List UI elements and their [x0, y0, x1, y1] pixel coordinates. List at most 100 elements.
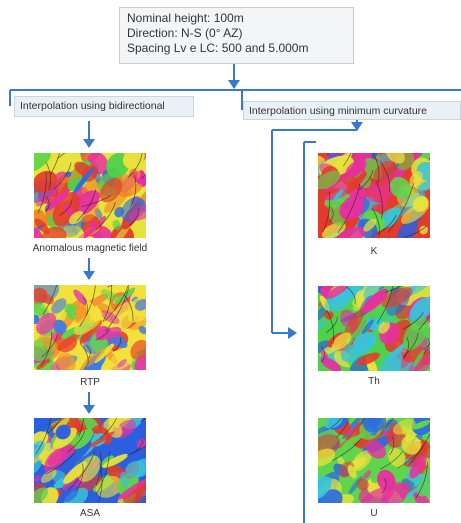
map-blob [363, 218, 377, 232]
map-lineament [75, 463, 84, 492]
map-blob [318, 205, 330, 215]
map-blob [42, 418, 54, 438]
map-lineament [357, 170, 374, 191]
map-lineament [105, 287, 130, 332]
map-blob [114, 418, 133, 429]
map-blob [53, 319, 67, 334]
map-blob [351, 450, 372, 472]
map-blob [34, 459, 43, 475]
map-blob [331, 332, 352, 351]
map-blob [68, 211, 84, 225]
map-blob [117, 359, 127, 368]
map-blob [99, 177, 123, 203]
map-lineament [381, 478, 387, 494]
map-blob [357, 478, 369, 491]
map-blob [86, 346, 107, 367]
map-lineament [377, 214, 397, 235]
map-lineament [336, 418, 350, 438]
map-blob [41, 226, 67, 238]
map-blob [73, 311, 103, 336]
map-blob [34, 227, 44, 238]
map-blob [383, 358, 402, 371]
map-blob [330, 153, 353, 174]
k-map [318, 153, 430, 238]
map-lineament [78, 418, 85, 437]
map-blob [325, 286, 349, 299]
map-lineament [40, 331, 52, 366]
map-blob [378, 320, 390, 334]
map-lineament [424, 343, 430, 350]
map-blob [340, 344, 361, 363]
map-blob [408, 356, 430, 371]
map-blob [34, 287, 48, 305]
map-raster [318, 153, 430, 238]
map-blob [409, 171, 423, 188]
map-lineament [329, 206, 334, 223]
map-lineament [397, 446, 423, 469]
map-lineament [95, 450, 110, 495]
map-blob [112, 219, 122, 231]
map-blob [72, 224, 100, 238]
map-lineament [408, 432, 430, 466]
map-lineament [79, 285, 96, 327]
map-blob [34, 487, 49, 503]
map-blob [56, 332, 81, 351]
map-blob [320, 357, 342, 371]
map-blob [89, 431, 115, 448]
map-blob [45, 189, 70, 212]
direction-text: Direction: N-S (0° AZ) [127, 26, 243, 40]
map-blob [47, 444, 76, 466]
map-blob [102, 453, 129, 468]
map-lineament [41, 333, 58, 358]
th-caption: Th [368, 376, 380, 387]
map-raster [318, 286, 430, 371]
map-blob [34, 475, 41, 482]
map-lineament [360, 418, 365, 426]
map-lineament [79, 342, 89, 365]
map-blob [422, 465, 430, 478]
map-blob [363, 470, 372, 479]
map-blob [100, 289, 118, 302]
parameters-box: Nominal height: 100m Direction: N-S (0° … [119, 7, 354, 64]
map-lineament [50, 153, 61, 175]
map-blob [109, 341, 137, 370]
map-blob [119, 471, 130, 487]
map-lineament [375, 180, 383, 220]
map-lineament [37, 172, 47, 214]
map-blob [346, 170, 368, 195]
map-lineament [104, 285, 129, 322]
th-map [318, 286, 430, 371]
map-lineament [326, 310, 334, 345]
map-lineament [102, 285, 112, 323]
map-lineament [95, 327, 111, 341]
map-lineament [42, 285, 58, 315]
map-blob [36, 312, 57, 335]
map-blob [416, 474, 430, 497]
map-lineament [99, 418, 118, 439]
map-blob [34, 440, 45, 459]
map-lineament [403, 337, 409, 359]
map-lineament [47, 418, 62, 434]
map-lineament [337, 183, 361, 234]
map-lineament [330, 418, 342, 429]
map-blob [328, 316, 338, 328]
map-blob [63, 461, 88, 484]
map-lineament [85, 344, 91, 359]
map-lineament [403, 332, 419, 358]
map-lineament [371, 208, 380, 237]
map-blob [345, 159, 367, 177]
map-raster [34, 153, 146, 238]
map-blob [77, 418, 99, 431]
map-blob [363, 418, 387, 433]
map-blob [129, 203, 146, 221]
map-lineament [45, 196, 50, 212]
map-blob [39, 334, 59, 352]
map-blob [64, 171, 72, 178]
map-blob [419, 225, 429, 235]
map-blob [381, 287, 413, 308]
map-blob [57, 352, 76, 370]
map-lineament [418, 315, 430, 331]
map-blob [389, 176, 412, 199]
rtp-map [34, 285, 146, 370]
